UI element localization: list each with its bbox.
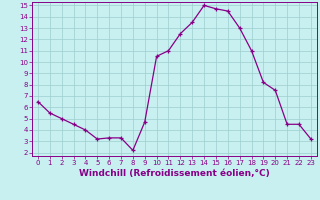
X-axis label: Windchill (Refroidissement éolien,°C): Windchill (Refroidissement éolien,°C) [79,169,270,178]
